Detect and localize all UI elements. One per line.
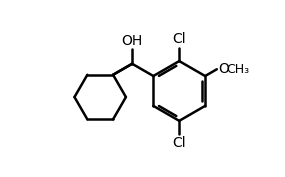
Text: Cl: Cl: [172, 136, 186, 150]
Text: Cl: Cl: [172, 32, 186, 46]
Text: O: O: [218, 62, 229, 76]
Text: CH₃: CH₃: [226, 63, 249, 76]
Text: OH: OH: [121, 34, 143, 48]
